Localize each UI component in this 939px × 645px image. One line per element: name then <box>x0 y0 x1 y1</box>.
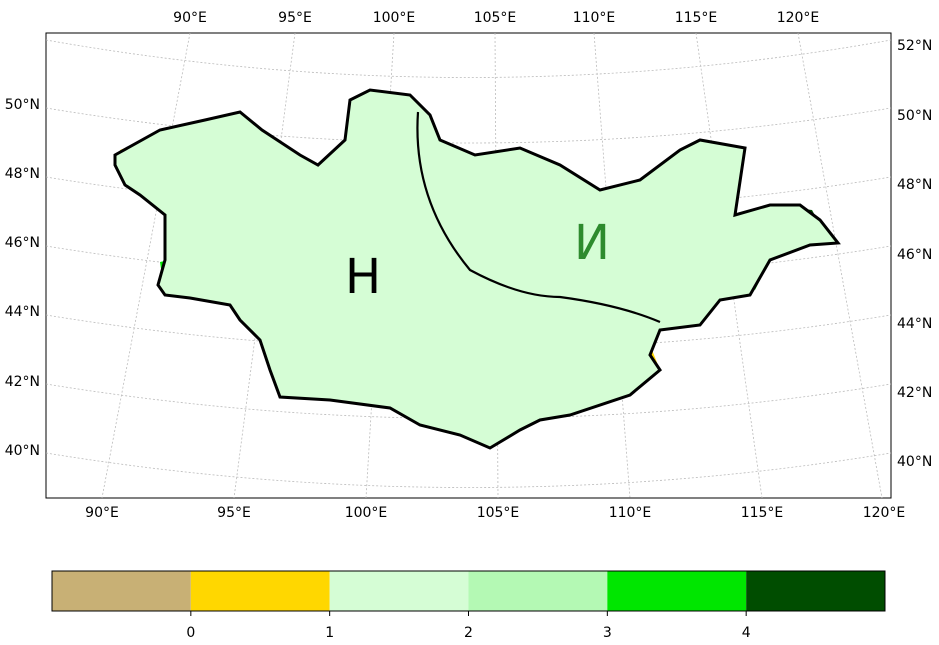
top-lon-label: 100°E <box>373 10 416 26</box>
left-lat-label: 50°N <box>5 97 40 113</box>
colorbar-segment <box>607 571 747 611</box>
bottom-lon-label: 115°E <box>741 505 784 521</box>
right-lat-label: 46°N <box>897 247 932 263</box>
left-lat-label: 46°N <box>5 235 40 251</box>
colorbar-tick-label: 4 <box>742 625 751 641</box>
bottom-lon-label: 100°E <box>345 505 388 521</box>
colorbar-tick-label: 2 <box>464 625 473 641</box>
region-label: Н <box>345 249 381 305</box>
bottom-lon-label: 90°E <box>85 505 119 521</box>
top-lon-label: 115°E <box>675 10 718 26</box>
left-lat-label: 48°N <box>5 166 40 182</box>
bottom-lon-label: 95°E <box>217 505 251 521</box>
region-label: И <box>574 215 610 271</box>
top-lon-label: 120°E <box>777 10 820 26</box>
top-lon-label: 95°E <box>278 10 312 26</box>
bottom-lon-label: 120°E <box>863 505 906 521</box>
colorbar-tick-label: 0 <box>186 625 195 641</box>
right-lat-label: 52°N <box>897 38 932 54</box>
bottom-lon-label: 110°E <box>609 505 652 521</box>
colorbar-segment <box>190 571 330 611</box>
colorbar-segment <box>746 571 885 611</box>
left-lat-label: 42°N <box>5 374 40 390</box>
colorbar-segment <box>52 571 191 611</box>
right-lat-label: 44°N <box>897 316 932 332</box>
right-lat-label: 50°N <box>897 108 932 124</box>
left-lat-label: 40°N <box>5 443 40 459</box>
country-map <box>113 88 840 450</box>
colorbar-segment <box>329 571 469 611</box>
bottom-lon-label: 105°E <box>477 505 520 521</box>
colorbar-tick-label: 3 <box>603 625 612 641</box>
right-lat-label: 42°N <box>897 385 932 401</box>
top-lon-label: 105°E <box>474 10 517 26</box>
colorbar-segment <box>468 571 608 611</box>
right-lat-label: 48°N <box>897 177 932 193</box>
top-lon-label: 110°E <box>573 10 616 26</box>
left-lat-label: 44°N <box>5 304 40 320</box>
top-lon-label: 90°E <box>173 10 207 26</box>
colorbar-tick-label: 1 <box>325 625 334 641</box>
right-lat-label: 40°N <box>897 454 932 470</box>
